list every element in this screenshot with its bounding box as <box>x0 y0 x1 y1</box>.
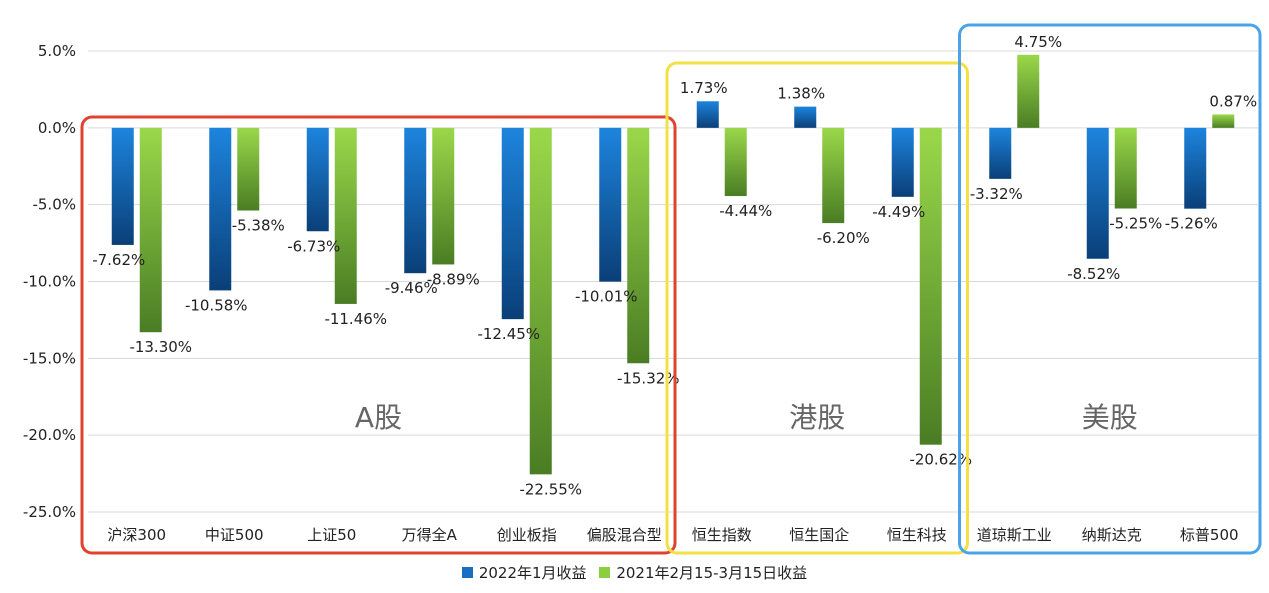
category-label: 中证500 <box>205 526 264 544</box>
legend-swatch-series-2 <box>599 567 611 578</box>
gridlines <box>88 50 1258 513</box>
data-label-series-1-6: 1.73% <box>680 79 728 97</box>
category-label: 上证50 <box>307 526 356 544</box>
bar-series-1-11 <box>1184 127 1207 209</box>
bar-series-2-8 <box>919 127 942 445</box>
data-label-series-1-3: -9.46% <box>385 279 438 297</box>
group-box-3 <box>958 23 1262 555</box>
data-label-series-2-10: -5.25% <box>1109 215 1162 233</box>
data-label-series-2-8: -20.62% <box>909 451 972 469</box>
bar-series-1-9 <box>989 127 1012 179</box>
bar-series-2-6 <box>724 127 747 197</box>
bar-series-2-7 <box>822 127 845 224</box>
category-label: 恒生指数 <box>692 526 752 544</box>
data-label-series-1-1: -10.58% <box>185 296 248 314</box>
y-tick-label: -5.0% <box>32 196 76 214</box>
data-label-series-2-1: -5.38% <box>232 217 285 235</box>
y-tick-label: 0.0% <box>38 119 76 137</box>
bar-series-1-7 <box>794 106 817 128</box>
data-label-series-2-0: -13.30% <box>129 338 192 356</box>
bar-series-1-10 <box>1086 127 1109 259</box>
legend-label-series-2: 2021年2月15-3月15日收益 <box>616 564 808 582</box>
category-label: 创业板指 <box>497 526 557 544</box>
bar-series-1-6 <box>696 101 719 128</box>
category-label: 标普500 <box>1180 526 1239 544</box>
legend-label-series-1: 2022年1月收益 <box>478 564 587 582</box>
category-label: 道琼斯工业 <box>977 526 1052 544</box>
bar-series-1-4 <box>501 127 524 320</box>
x-axis-category-labels: 沪深300 中证500 上证50 万得全A 创业板指 偏股混合型 恒生指数 恒生国企 恒生科技 道… <box>107 526 1238 544</box>
bar-series-1-0 <box>111 127 134 245</box>
group-label-3: 美股 <box>1082 401 1138 434</box>
data-label-series-2-7: -6.20% <box>817 229 870 247</box>
category-label: 恒生国企 <box>789 526 849 544</box>
region-groups: A股 港股 美股 <box>80 23 1262 555</box>
data-label-series-1-4: -12.45% <box>477 325 540 343</box>
bar-series-1-2 <box>306 127 329 232</box>
category-label: 偏股混合型 <box>587 526 662 544</box>
group-box-1 <box>80 115 677 555</box>
bar-series-1-1 <box>209 127 232 291</box>
y-tick-label: -25.0% <box>23 503 76 521</box>
legend-swatch-series-1 <box>461 567 473 578</box>
bar-series-1-5 <box>599 127 622 282</box>
group-label-2: 港股 <box>789 401 845 434</box>
data-labels: -7.62% -13.30% -10.58% -5.38%-6.73% -11.46% -… <box>92 33 1257 499</box>
data-label-series-2-2: -11.46% <box>324 310 387 328</box>
bar-series-1-3 <box>404 127 427 274</box>
data-label-series-1-5: -10.01% <box>575 288 638 306</box>
data-label-series-1-8: -4.49% <box>872 203 925 221</box>
data-label-series-2-9: 4.75% <box>1014 33 1062 51</box>
data-label-series-2-11: 0.87% <box>1209 92 1257 110</box>
data-label-series-1-11: -5.26% <box>1165 215 1218 233</box>
data-label-series-1-10: -8.52% <box>1067 265 1120 283</box>
y-tick-label: -15.0% <box>23 349 76 367</box>
data-label-series-2-4: -22.55% <box>519 480 582 498</box>
bar-series-2-0 <box>139 127 162 333</box>
category-label: 纳斯达克 <box>1082 526 1142 544</box>
bar-series-2-9 <box>1017 54 1040 128</box>
category-label: 沪深300 <box>107 526 166 544</box>
bar-series-1-8 <box>891 127 914 197</box>
bar-series-2-5 <box>627 127 650 364</box>
legend-item-series-2: 2021年2月15-3月15日收益 <box>599 562 807 583</box>
bar-series-2-1 <box>237 127 260 211</box>
bar-series-2-10 <box>1114 127 1137 209</box>
y-tick-label: -20.0% <box>23 426 76 444</box>
group-label-1: A股 <box>355 401 402 434</box>
legend: 2022年1月收益 2021年2月15-3月15日收益 <box>0 562 1269 583</box>
data-label-series-1-2: -6.73% <box>287 237 340 255</box>
bar-series-2-4 <box>529 127 552 475</box>
bar-series-2-11 <box>1212 114 1235 128</box>
category-label: 恒生科技 <box>887 526 947 544</box>
data-label-series-1-9: -3.32% <box>970 185 1023 203</box>
bar-series-2-2 <box>334 127 357 304</box>
data-label-series-2-6: -4.44% <box>719 202 772 220</box>
category-label: 万得全A <box>402 526 458 544</box>
data-label-series-2-3: -8.89% <box>427 270 480 288</box>
legend-item-series-1: 2022年1月收益 <box>461 562 587 583</box>
bar-series-2-3 <box>432 127 455 265</box>
data-label-series-2-5: -15.32% <box>617 369 680 387</box>
bars <box>111 54 1235 475</box>
y-tick-label: 5.0% <box>38 42 76 60</box>
group-box-2 <box>665 61 969 555</box>
y-tick-label: -10.0% <box>23 273 76 291</box>
data-label-series-1-7: 1.38% <box>777 85 825 103</box>
data-label-series-1-0: -7.62% <box>92 251 145 269</box>
y-axis-tick-labels: 5.0% 0.0% -5.0% -10.0% -15.0% -20.0% -25.0% <box>23 42 76 521</box>
